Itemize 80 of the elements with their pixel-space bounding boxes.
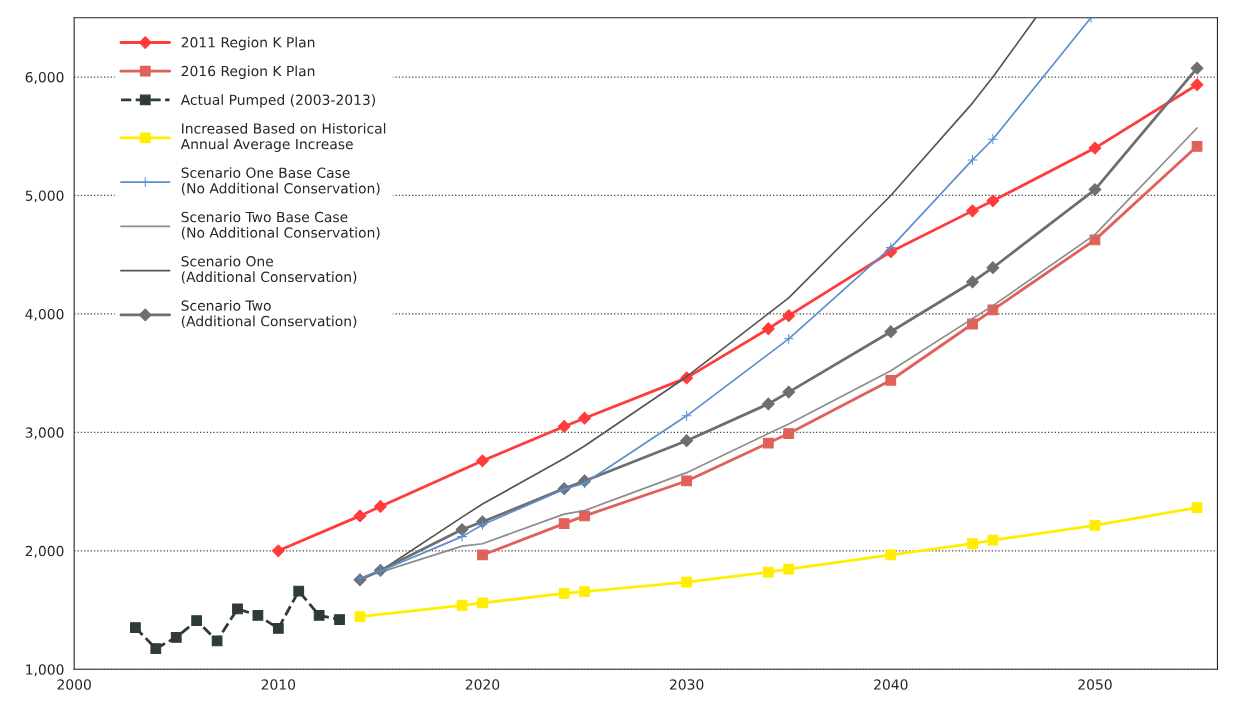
point [477,549,488,561]
point [680,434,694,448]
point [579,586,590,598]
y-tick-label: 6,000 [25,71,64,84]
point [232,603,243,615]
legend-label: Scenario One (Additional Conservation) [181,255,357,284]
point [1191,140,1203,152]
point [967,154,978,166]
y-tick-label: 4,000 [25,308,64,321]
point [1088,183,1102,196]
x-tick-label: 2000 [57,679,91,690]
point [762,437,774,449]
point [986,194,1000,208]
x-tick-label: 2050 [1078,679,1112,690]
point [476,454,489,468]
point [885,374,897,386]
point [293,585,305,597]
y-tick-label: 5,000 [25,190,64,203]
legend-label: Increased Based on Historical Annual Average Increase [180,122,386,152]
x-tick-label: 2010 [261,679,296,690]
point [211,635,223,647]
point [354,611,366,622]
point [557,420,571,433]
point [150,643,162,654]
point [681,475,693,487]
legend-label: 2011 Region K Plan [181,36,315,51]
legend-label: Actual Pumped (2003-2013) [180,94,376,108]
point [170,631,182,643]
point [373,500,387,513]
point [681,410,693,422]
point [558,588,570,599]
point [1190,78,1204,92]
point [191,615,203,627]
point [966,204,979,218]
point [761,322,775,336]
point [987,534,999,546]
point [986,261,1000,275]
point [783,333,795,345]
point [885,549,897,561]
point [761,397,775,411]
point [1190,61,1204,75]
point [130,622,141,633]
point [762,566,774,578]
point [456,599,468,611]
x-tick-label: 2020 [465,679,500,690]
legend-label: Scenario Two Base Case (No Additional Conservation) [181,211,380,240]
y-tick-label: 1,000 [26,664,64,677]
point [884,325,898,339]
legend-label: 2016 Region K Plan [181,65,315,79]
x-tick-label: 2030 [669,679,704,690]
point [455,523,469,536]
y-tick-label: 2,000 [25,545,64,558]
y-tick-label: 3,000 [25,427,64,440]
point [783,563,795,575]
point [271,544,285,558]
point [782,385,796,399]
point [681,576,693,588]
point [252,610,264,621]
point [1089,519,1101,531]
point [272,623,284,634]
point [353,509,367,523]
point [966,275,979,289]
point [477,519,488,531]
point [334,614,345,625]
legend-label: Scenario Two (Additional Conservation) [181,300,357,328]
point [558,518,570,529]
point [477,597,488,609]
point [783,428,795,439]
legend-label: Scenario One Base Case (No Additional Conservation) [181,167,380,196]
point [1088,141,1102,155]
point [456,531,468,542]
x-tick-label: 2040 [874,679,908,690]
point [885,242,897,253]
point [987,133,999,145]
point [579,510,590,522]
point [782,309,796,323]
point [578,411,591,425]
point [967,538,978,550]
point [313,610,325,621]
point [1191,502,1203,513]
